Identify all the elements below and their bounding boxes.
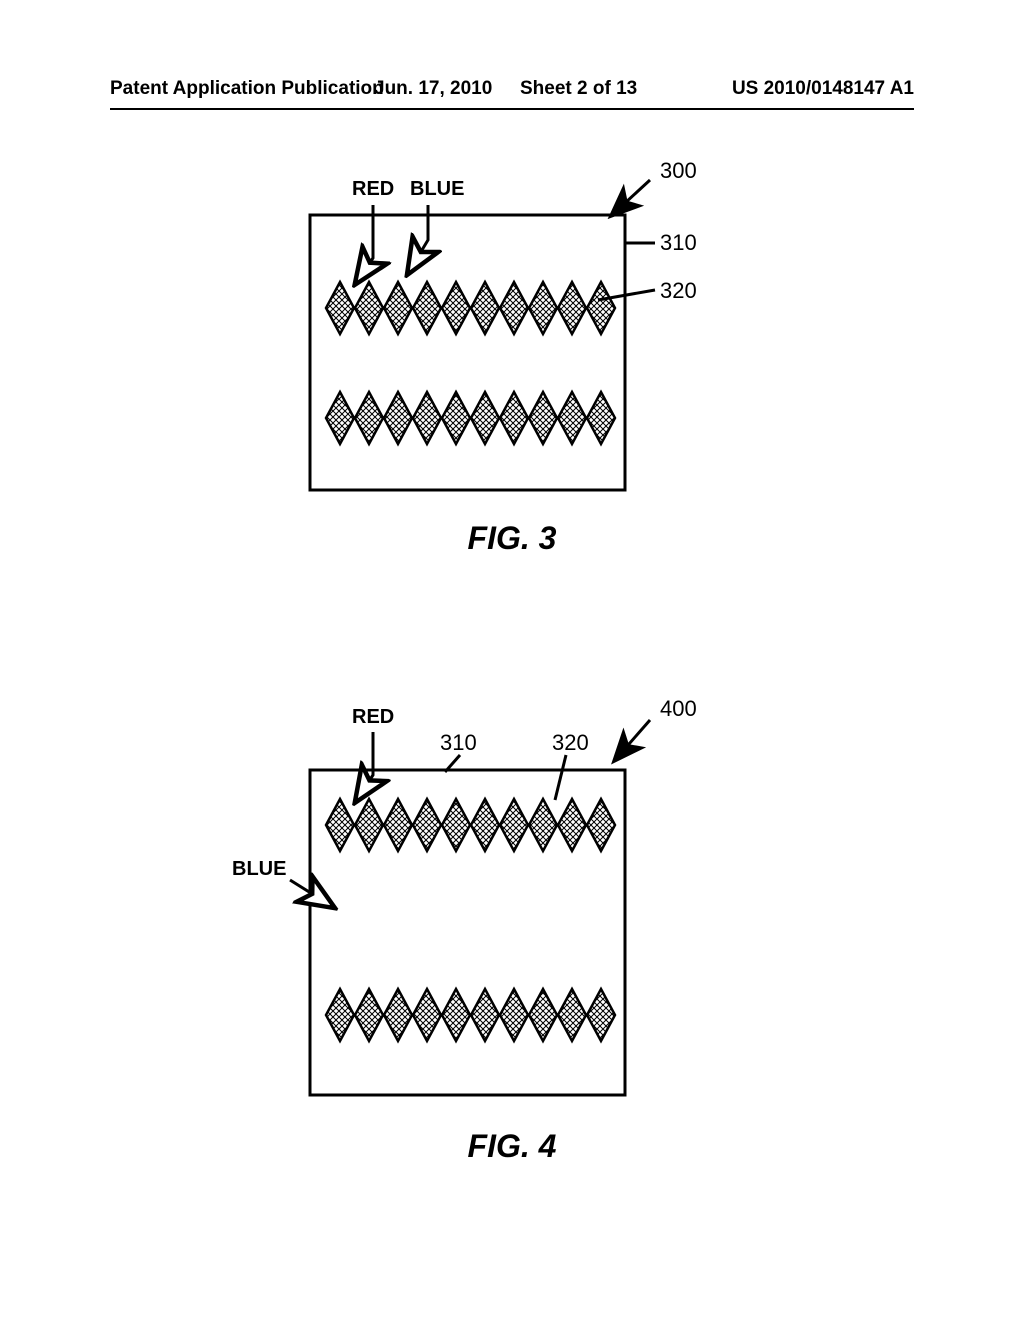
fig3-ref300: 300	[660, 158, 697, 184]
fig4-blue-label: BLUE	[232, 858, 286, 881]
fig4-ref400: 400	[660, 696, 697, 722]
fig3-caption: FIG. 3	[468, 520, 557, 557]
fig4-ref320: 320	[552, 730, 589, 756]
fig4-ref310: 310	[440, 730, 477, 756]
figures-svg	[0, 0, 1024, 1320]
fig3-ref310: 310	[660, 230, 697, 256]
fig3-red-label: RED	[352, 178, 394, 201]
fig4-caption: FIG. 4	[468, 1128, 557, 1165]
fig4-red-label: RED	[352, 706, 394, 729]
fig3-blue-label: BLUE	[410, 178, 464, 201]
fig3-ref320: 320	[660, 278, 697, 304]
